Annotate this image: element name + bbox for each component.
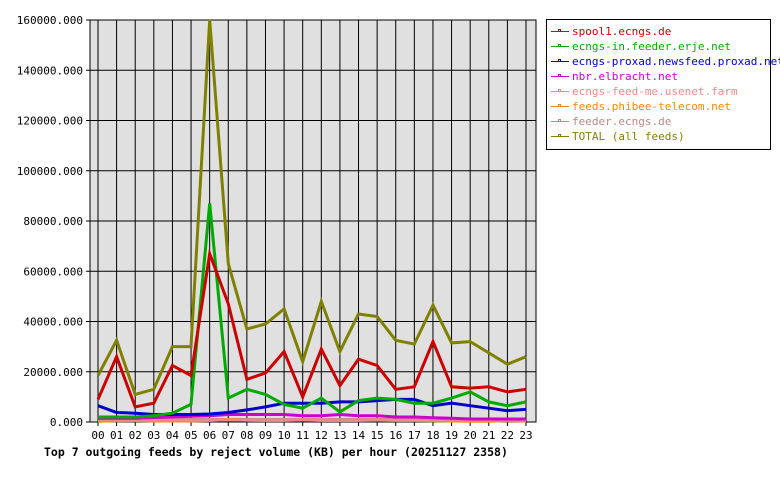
- legend-line-marker-icon: [551, 102, 569, 111]
- x-tick-label: 20: [464, 429, 477, 442]
- x-tick-label: 02: [129, 429, 142, 442]
- x-tick-label: 21: [482, 429, 495, 442]
- x-tick-label: 13: [333, 429, 346, 442]
- legend-label: TOTAL (all feeds): [572, 130, 685, 143]
- legend-line-marker-icon: [551, 132, 569, 141]
- legend-label: nbr.elbracht.net: [572, 70, 678, 83]
- y-tick-label: 40000.000: [23, 316, 83, 329]
- legend-item: ecngs-proxad.newsfeed.proxad.net: [551, 54, 780, 69]
- legend-item: ecngs-in.feeder.erje.net: [551, 39, 770, 54]
- legend-item: nbr.elbracht.net: [551, 69, 770, 84]
- legend-line-marker-icon: [551, 87, 569, 96]
- y-tick-label: 80000.000: [23, 215, 83, 228]
- chart-title: Top 7 outgoing feeds by reject volume (K…: [44, 445, 508, 459]
- y-tick-label: 60000.000: [23, 265, 83, 278]
- y-axis: 0.000 20000.000 40000.000 60000.000 80000.00…: [17, 14, 90, 429]
- legend: spool1.ecngs.de ecngs-in.feeder.erje.net e…: [546, 19, 780, 150]
- x-tick-label: 05: [184, 429, 197, 442]
- x-tick-label: 14: [352, 429, 366, 442]
- legend-label: feeder.ecngs.de: [572, 115, 672, 128]
- legend-label: ecngs-proxad.newsfeed.proxad.net: [572, 55, 780, 68]
- legend-line-marker-icon: [551, 27, 569, 36]
- legend-item: feeder.ecngs.de: [551, 114, 770, 129]
- legend-item: ecngs-feed-me.usenet.farm: [551, 84, 770, 99]
- y-tick-label: 160000.000: [17, 14, 83, 27]
- x-tick-label: 08: [240, 429, 253, 442]
- legend-line-marker-icon: [551, 117, 569, 126]
- x-axis: 00 01 02 03 04 05 06 07 08 09 10 11 12 13 14 15 16 17 18 19…: [91, 422, 533, 442]
- x-tick-label: 22: [501, 429, 514, 442]
- legend-line-marker-icon: [551, 57, 569, 66]
- x-tick-label: 23: [519, 429, 532, 442]
- x-tick-label: 12: [315, 429, 328, 442]
- legend-item: feeds.phibee-telecom.net: [551, 99, 770, 114]
- legend-line-marker-icon: [551, 42, 569, 51]
- x-tick-label: 01: [110, 429, 123, 442]
- x-tick-label: 19: [445, 429, 458, 442]
- legend-item: TOTAL (all feeds): [551, 129, 770, 144]
- x-tick-label: 10: [277, 429, 290, 442]
- x-tick-label: 00: [91, 429, 104, 442]
- x-tick-label: 18: [426, 429, 439, 442]
- x-tick-label: 07: [222, 429, 235, 442]
- x-tick-label: 15: [371, 429, 384, 442]
- legend-label: ecngs-feed-me.usenet.farm: [572, 85, 738, 98]
- series-line-ecngs-in-feeder-erje-net: [98, 203, 527, 419]
- x-tick-label: 11: [296, 429, 309, 442]
- series-lines: [96, 19, 527, 423]
- x-tick-label: 03: [147, 429, 160, 442]
- x-tick-label: 09: [259, 429, 272, 442]
- series-line-nbr-elbracht-net: [98, 412, 526, 421]
- y-tick-label: 120000.000: [17, 115, 83, 128]
- legend-label: ecngs-in.feeder.erje.net: [572, 40, 731, 53]
- legend-item: spool1.ecngs.de: [551, 24, 770, 39]
- y-tick-label: 0.000: [50, 416, 83, 429]
- x-tick-label: 16: [389, 429, 402, 442]
- y-tick-label: 20000.000: [23, 366, 83, 379]
- y-tick-label: 100000.000: [17, 165, 83, 178]
- x-tick-label: 17: [408, 429, 421, 442]
- legend-line-marker-icon: [551, 72, 569, 81]
- x-tick-label: 04: [166, 429, 180, 442]
- legend-label: spool1.ecngs.de: [572, 25, 672, 38]
- y-tick-label: 140000.000: [17, 64, 83, 77]
- series-line-spool1-ecngs-de: [96, 247, 527, 409]
- x-tick-label: 06: [203, 429, 216, 442]
- legend-label: feeds.phibee-telecom.net: [572, 100, 731, 113]
- series-line-total-all-feeds-: [96, 19, 527, 397]
